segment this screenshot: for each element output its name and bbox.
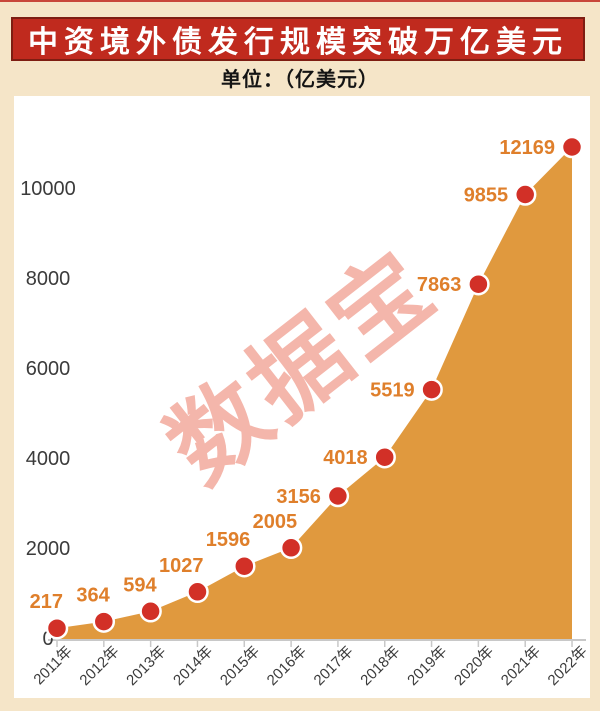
value-label: 217 — [30, 591, 63, 613]
x-axis-label: 2015年 — [217, 643, 263, 689]
value-label: 364 — [76, 585, 110, 607]
value-label: 9855 — [464, 185, 509, 207]
y-axis-label: 6000 — [26, 358, 71, 380]
data-point — [279, 536, 303, 560]
x-axis-label: 2013年 — [123, 643, 169, 689]
data-point — [92, 610, 116, 633]
value-label: 1596 — [206, 529, 251, 551]
area-fill — [57, 147, 572, 640]
data-point — [186, 580, 209, 604]
page-title: 中资境外债发行规模突破万亿美元 — [28, 26, 568, 59]
data-point — [467, 272, 490, 296]
y-axis-label: 0 — [42, 628, 53, 650]
unit-label: 单位：（亿美元） — [221, 69, 379, 91]
data-point — [45, 616, 69, 640]
value-label: 4018 — [323, 447, 368, 469]
data-point — [233, 554, 256, 578]
value-label: 594 — [123, 574, 157, 596]
x-axis-label: 2017年 — [311, 643, 357, 689]
value-label: 5519 — [370, 380, 415, 402]
data-point — [373, 445, 396, 469]
x-axis-label: 2021年 — [498, 643, 544, 689]
x-axis-label: 2020年 — [451, 643, 497, 689]
title-banner: 中资境外债发行规模突破万亿美元 — [11, 17, 585, 61]
x-axis-label: 2019年 — [404, 643, 450, 689]
value-label: 12169 — [499, 137, 555, 159]
x-axis-label: 2022年 — [545, 643, 591, 689]
data-point — [513, 183, 537, 206]
data-point — [139, 600, 162, 623]
x-axis-label: 2016年 — [264, 643, 310, 689]
value-label: 3156 — [276, 486, 321, 508]
top-border-line — [0, 0, 600, 2]
y-axis-label: 10000 — [20, 178, 76, 200]
x-axis-label: 2012年 — [76, 643, 122, 689]
y-axis-label: 2000 — [26, 538, 71, 560]
x-axis-label: 2018年 — [357, 643, 403, 689]
data-point — [560, 135, 584, 159]
value-label: 2005 — [253, 511, 298, 533]
y-axis-label: 4000 — [26, 448, 71, 470]
data-point — [420, 378, 443, 401]
y-axis-label: 8000 — [26, 268, 71, 290]
value-label: 7863 — [417, 274, 462, 296]
data-point — [326, 484, 350, 508]
value-label: 1027 — [159, 555, 204, 577]
x-axis-label: 2014年 — [170, 643, 216, 689]
